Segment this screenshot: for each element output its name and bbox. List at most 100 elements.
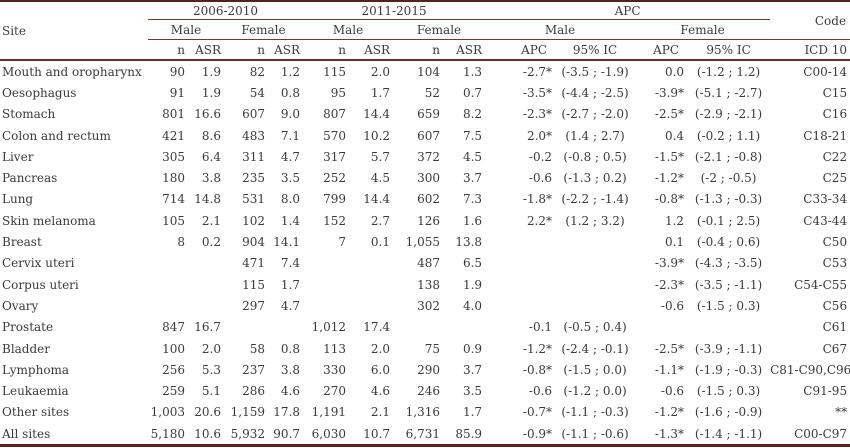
cell-ic-male xyxy=(555,253,635,274)
cell-asr-female-p1: 3.8 xyxy=(280,362,301,377)
cell-icd-code: C50 xyxy=(822,235,848,250)
cell-apc-male xyxy=(485,231,555,252)
cell-asr-male-p1: 1.9 xyxy=(201,85,221,100)
cell-asr-male-p1: 10.6 xyxy=(194,426,221,441)
cell-n-male-p1: 256 xyxy=(162,362,185,377)
header-row-periods: Site 2006-2010 2011-2015 APC Code xyxy=(0,1,850,61)
cell-ic-male: (-4.4 ; -2.5) xyxy=(561,85,629,100)
cell-ic-female: (-1.5 ; 0.3) xyxy=(696,384,761,399)
cell-apc-female: -2.5* xyxy=(654,107,685,122)
cell-asr-male-p2: 2.0 xyxy=(370,64,391,79)
cell-ic-male: (-2.7 ; -2.0) xyxy=(561,107,629,122)
cell-apc-male xyxy=(485,274,555,295)
cell-ic-male: (1.4 ; 2.7) xyxy=(565,128,625,143)
cell-n-female-p2: 602 xyxy=(417,192,441,207)
cell-n-male-p1: 801 xyxy=(162,107,185,122)
cell-site: Cervix uteri xyxy=(2,256,75,271)
table-row: Stomach 801 16.6 607 9.0 807 14.4 659 8.2 -2.3* (-… xyxy=(0,104,850,125)
cell-asr-female-p1: 4.7 xyxy=(280,149,301,164)
cell-n-male-p1: 91 xyxy=(169,85,185,100)
cell-n-female-p2: 246 xyxy=(417,384,441,399)
cell-asr-female-p2: 4.5 xyxy=(462,149,483,164)
cell-n-female-p1: 904 xyxy=(242,235,265,250)
cell-n-female-p1: 311 xyxy=(242,149,265,164)
cell-apc-female: -0.6 xyxy=(660,298,685,313)
cell-ic-female: (-5.1 ; -2.7) xyxy=(694,85,763,100)
table-row: Bladder 100 2.0 58 0.8 113 2.0 75 0.9 -1.2* (-2.4 … xyxy=(0,338,850,359)
cell-ic-male xyxy=(555,274,635,295)
cell-apc-male xyxy=(485,295,555,316)
cell-n-male-p2: 152 xyxy=(323,213,347,228)
n-header-1: n xyxy=(148,39,188,61)
cell-apc-female: 1.2 xyxy=(664,213,685,228)
cell-apc-male: -1.2* xyxy=(522,341,553,356)
table-row: Lymphoma 256 5.3 237 3.8 330 6.0 290 3.7 -0.8* (-1… xyxy=(0,359,850,380)
cell-apc-female: 0.0 xyxy=(664,64,685,79)
cell-asr-male-p2: 10.2 xyxy=(363,128,391,143)
cell-asr-female-p1: 90.7 xyxy=(273,426,301,441)
asr-header-3: ASR xyxy=(349,39,394,61)
cell-apc-male: 2.2* xyxy=(526,213,553,228)
cell-apc-female: -3.9* xyxy=(654,256,685,271)
cell-icd-code: C54-C55 xyxy=(794,277,848,292)
cell-asr-female-p2: 1.3 xyxy=(462,64,483,79)
cell-ic-female: (-2.1 ; -0.8) xyxy=(694,149,763,164)
cell-asr-female-p1: 14.1 xyxy=(273,235,301,250)
cell-asr-female-p2: 8.2 xyxy=(462,107,483,122)
cell-asr-female-p2: 0.7 xyxy=(462,85,483,100)
cell-n-female-p2: 1,316 xyxy=(405,405,441,420)
cell-asr-male-p1 xyxy=(188,253,224,274)
table-row: Mouth and oropharynx 90 1.9 82 1.2 115 2.0 104 1… xyxy=(0,60,850,82)
cell-ic-male: (-1.3 ; 0.2) xyxy=(563,171,627,186)
cell-asr-male-p2: 6.0 xyxy=(370,362,391,377)
period-2006-2010-header: 2006-2010 xyxy=(148,1,304,20)
cell-n-male-p2: 252 xyxy=(323,171,347,186)
table-header: Site 2006-2010 2011-2015 APC Code Male F… xyxy=(0,1,850,61)
cell-asr-female-p1: 4.7 xyxy=(280,298,301,313)
cell-asr-male-p2: 2.1 xyxy=(370,405,391,420)
period-2011-2015-header: 2011-2015 xyxy=(303,1,486,20)
cell-n-female-p2: 300 xyxy=(417,171,441,186)
cell-apc-male: -0.9* xyxy=(522,426,553,441)
cell-site: Lung xyxy=(2,192,34,207)
cell-asr-male-p2: 17.4 xyxy=(363,320,391,335)
cell-asr-female-p1: 17.8 xyxy=(273,405,301,420)
cell-n-female-p2: 138 xyxy=(417,277,441,292)
cell-ic-male: (-0.8 ; 0.5) xyxy=(563,149,627,164)
cell-asr-female-p1: 8.0 xyxy=(280,192,301,207)
cell-ic-male: (-2.4 ; -0.1) xyxy=(561,341,629,356)
cell-n-male-p2 xyxy=(303,274,349,295)
female-header-p1: Female xyxy=(224,19,304,40)
cell-apc-female: 0.4 xyxy=(664,128,685,143)
cell-n-female-p1: 607 xyxy=(242,107,265,122)
cell-n-female-p2: 52 xyxy=(424,85,441,100)
cell-icd-code: C56 xyxy=(822,298,848,313)
cell-site: Skin melanoma xyxy=(2,213,96,228)
cell-n-male-p2: 7 xyxy=(338,235,347,250)
cell-n-female-p1: 235 xyxy=(242,171,265,186)
cell-apc-female: 0.1 xyxy=(664,235,685,250)
cell-apc-male: -2.7* xyxy=(522,64,553,79)
cell-asr-male-p2: 0.1 xyxy=(370,235,391,250)
asr-header-4: ASR xyxy=(443,39,486,61)
cell-n-male-p1 xyxy=(148,253,188,274)
cell-ic-female xyxy=(687,317,770,338)
table-row: Lung 714 14.8 531 8.0 799 14.4 602 7.3 -1.8* (-2.2… xyxy=(0,189,850,210)
cell-icd-code: C91-95 xyxy=(803,384,848,399)
cell-ic-male: (-1.1 ; -0.6) xyxy=(561,426,629,441)
cell-asr-male-p1: 16.6 xyxy=(194,107,221,122)
cell-asr-male-p1: 6.4 xyxy=(201,149,221,164)
male-header-p1: Male xyxy=(148,19,224,40)
cell-ic-female: (-1.9 ; -0.3) xyxy=(694,362,763,377)
table-body: Mouth and oropharynx 90 1.9 82 1.2 115 2.0 104 1… xyxy=(0,60,850,446)
cell-ic-female: (-1.3 ; -0.3) xyxy=(694,192,763,207)
cell-n-female-p1: 471 xyxy=(242,256,265,271)
cell-ic-male xyxy=(555,295,635,316)
cell-asr-female-p2: 7.5 xyxy=(462,128,483,143)
cell-asr-male-p1 xyxy=(188,274,224,295)
cell-n-male-p1: 1,003 xyxy=(150,405,185,420)
cell-n-male-p1: 100 xyxy=(162,341,185,356)
cell-icd-code: C43-44 xyxy=(803,213,848,228)
cell-n-female-p2: 302 xyxy=(417,298,441,313)
